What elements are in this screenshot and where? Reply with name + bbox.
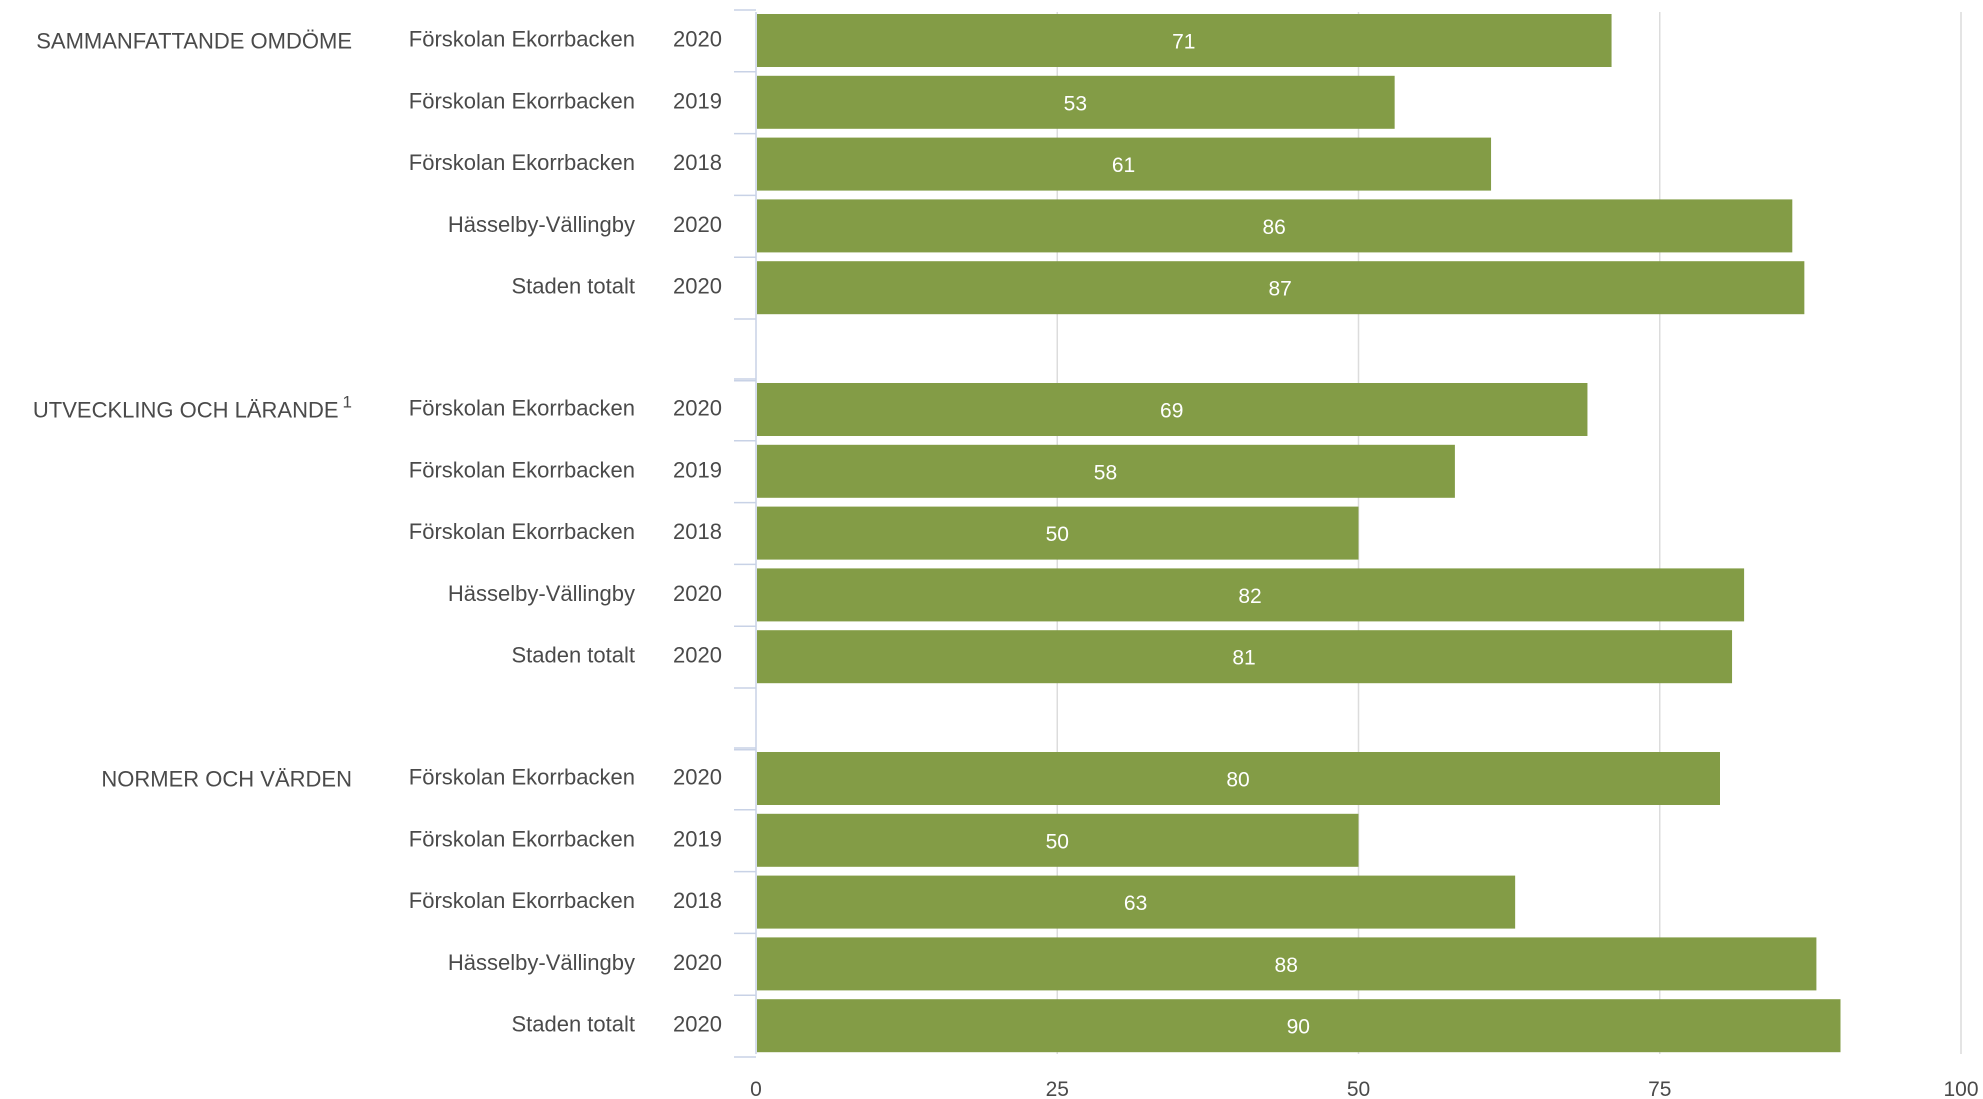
year-label: 2020 (673, 274, 722, 299)
bar (757, 137, 1492, 191)
x-tick-label: 25 (1046, 1078, 1069, 1099)
data-label: 86 (1262, 216, 1285, 239)
data-label: 71 (1172, 31, 1195, 54)
group-title: SAMMANFATTANDE OMDÖME (36, 29, 352, 54)
category-label: Förskolan Ekorrbacken (409, 826, 635, 851)
bar (757, 506, 1359, 560)
year-label: 2020 (673, 212, 722, 237)
category-label: Förskolan Ekorrbacken (409, 457, 635, 482)
category-label: Förskolan Ekorrbacken (409, 88, 635, 113)
bar (757, 383, 1588, 436)
year-label: 2019 (673, 826, 722, 851)
year-label: 2020 (673, 643, 722, 668)
data-label: 81 (1232, 647, 1255, 670)
data-label: 50 (1046, 523, 1069, 546)
category-label: Hässelby-Vällingby (448, 212, 635, 237)
category-label: Förskolan Ekorrbacken (409, 150, 635, 175)
x-tick-label: 0 (750, 1078, 762, 1099)
year-label: 2019 (673, 88, 722, 113)
data-label: 80 (1226, 769, 1249, 792)
year-label: 2020 (673, 1012, 722, 1037)
year-label: 2020 (673, 396, 722, 421)
bar (757, 875, 1516, 929)
category-label: Staden totalt (511, 1012, 635, 1037)
y-axis-ticks (734, 9, 756, 1058)
x-tick-label: 50 (1347, 1078, 1370, 1099)
category-label: Förskolan Ekorrbacken (409, 27, 635, 52)
category-label: Förskolan Ekorrbacken (409, 765, 635, 790)
bar (757, 75, 1395, 129)
data-label: 61 (1112, 154, 1135, 177)
bar (757, 568, 1745, 622)
category-label: Förskolan Ekorrbacken (409, 888, 635, 913)
bar (757, 444, 1455, 498)
year-label: 2020 (673, 27, 722, 52)
data-label: 87 (1268, 278, 1291, 301)
group-1: SAMMANFATTANDE OMDÖME 71 Förskolan Ekorrba… (36, 14, 1805, 315)
data-label: 90 (1287, 1016, 1310, 1039)
year-label: 2018 (673, 150, 722, 175)
data-label: 58 (1094, 461, 1117, 484)
year-label: 2019 (673, 457, 722, 482)
category-label: Staden totalt (511, 643, 635, 668)
year-label: 2020 (673, 765, 722, 790)
bar (757, 630, 1733, 684)
group-title: UTVECKLING OCH LÄRANDE 1 (33, 393, 352, 423)
x-tick-label: 75 (1648, 1078, 1671, 1099)
bar (757, 199, 1793, 253)
bar (757, 261, 1805, 315)
data-label: 50 (1046, 830, 1069, 853)
group-3: NORMER OCH VÄRDEN 80 Förskolan Ekorrbacken… (101, 752, 1841, 1053)
bar (757, 813, 1359, 867)
bar (757, 999, 1841, 1053)
year-label: 2018 (673, 519, 722, 544)
group-2: UTVECKLING OCH LÄRANDE 1 69 Förskolan Ekorr… (33, 383, 1745, 684)
category-label: Förskolan Ekorrbacken (409, 396, 635, 421)
x-axis-ticks: 0 25 50 75 100 (750, 1078, 1978, 1099)
category-label: Förskolan Ekorrbacken (409, 519, 635, 544)
bar (757, 752, 1720, 805)
category-label: Hässelby-Vällingby (448, 581, 635, 606)
bar (757, 14, 1612, 67)
data-label: 63 (1124, 892, 1147, 915)
year-label: 2020 (673, 950, 722, 975)
data-label: 53 (1064, 92, 1087, 115)
group-title: NORMER OCH VÄRDEN (101, 767, 352, 792)
year-label: 2020 (673, 581, 722, 606)
data-label: 88 (1275, 954, 1298, 977)
year-label: 2018 (673, 888, 722, 913)
category-label: Hässelby-Vällingby (448, 950, 635, 975)
data-label: 82 (1238, 585, 1261, 608)
x-tick-label: 100 (1943, 1078, 1978, 1099)
category-label: Staden totalt (511, 274, 635, 299)
bar (757, 937, 1817, 991)
data-label: 69 (1160, 400, 1183, 423)
